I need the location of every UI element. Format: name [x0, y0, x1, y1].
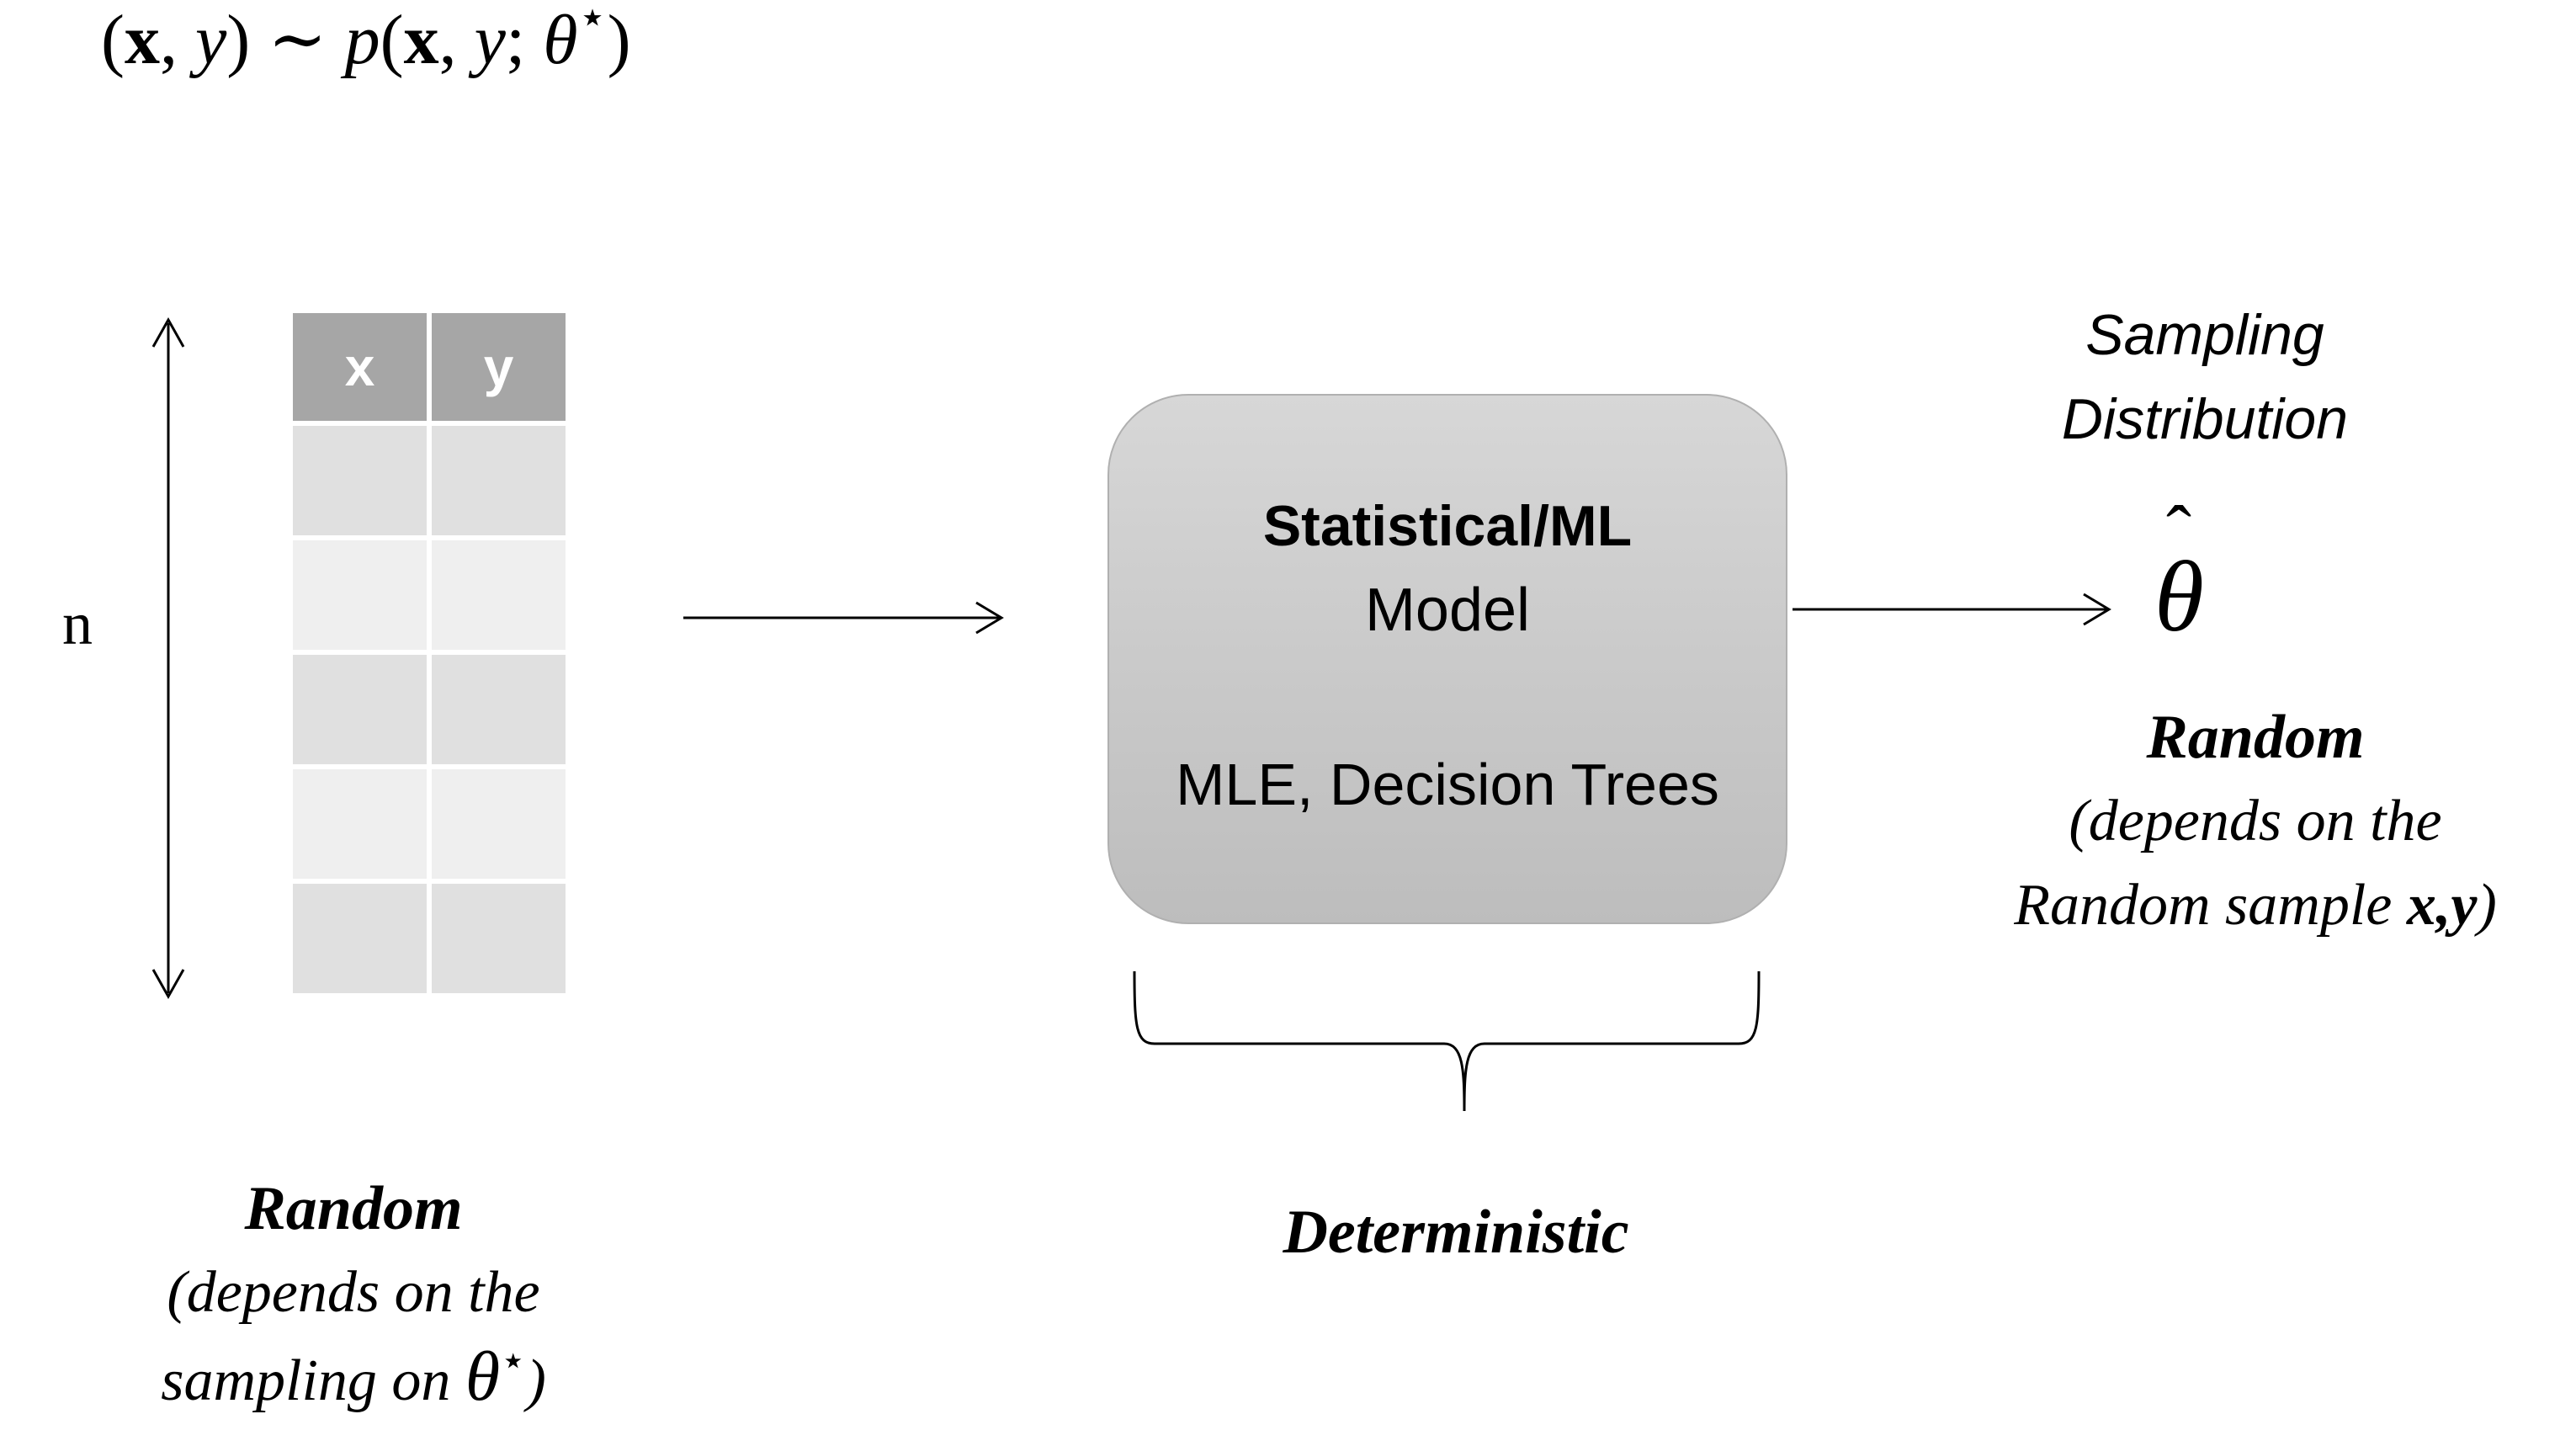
- table-cell: [293, 426, 427, 535]
- sampling-formula: (x, y) ∼ p(x, y; θ⋆): [101, 0, 631, 79]
- table-row: [293, 769, 566, 879]
- table-cell: [293, 540, 427, 650]
- table-cell: [432, 655, 566, 764]
- table-cell: [432, 884, 566, 993]
- random-title: Random: [244, 1174, 463, 1243]
- sample-data-table: x y: [288, 308, 571, 998]
- theta-hat-symbol: ˆ θ: [2154, 492, 2204, 652]
- sample-size-label: n: [62, 590, 93, 657]
- data-random-description: Random (depends on the sampling on θ⋆): [67, 1167, 640, 1419]
- output-arrow-head: [2083, 593, 2111, 626]
- table-header-y: y: [432, 313, 566, 421]
- deterministic-brace: [1133, 970, 1761, 1112]
- table-row: [293, 655, 566, 764]
- table-header-x: x: [293, 313, 427, 421]
- model-examples: MLE, Decision Trees: [1176, 752, 1719, 817]
- table-cell: [293, 884, 427, 993]
- deterministic-label: Deterministic: [1283, 1198, 1629, 1267]
- table-cell: [293, 769, 427, 879]
- input-arrow-head: [975, 601, 1004, 635]
- table-row: [293, 884, 566, 993]
- estimate-random-description: Random (depends on the Random sample x,y…: [1910, 695, 2576, 948]
- n-arrow-head-top: [151, 316, 185, 348]
- table-cell: [293, 655, 427, 764]
- table-row: [293, 540, 566, 650]
- sampling-distribution-label: Sampling Distribution: [2061, 303, 2349, 451]
- hat-accent: ˆ: [2166, 492, 2191, 575]
- table-cell: [432, 426, 566, 535]
- model-subtitle: Model: [1364, 577, 1531, 644]
- model-title: Statistical/ML: [1262, 494, 1633, 558]
- random-title: Random: [2146, 703, 2365, 772]
- model-box: Statistical/ML Model MLE, Decision Trees: [1107, 394, 1787, 924]
- n-arrow-head-bottom: [151, 969, 185, 1000]
- table-cell: [432, 769, 566, 879]
- table-cell: [432, 540, 566, 650]
- table-row: [293, 426, 566, 535]
